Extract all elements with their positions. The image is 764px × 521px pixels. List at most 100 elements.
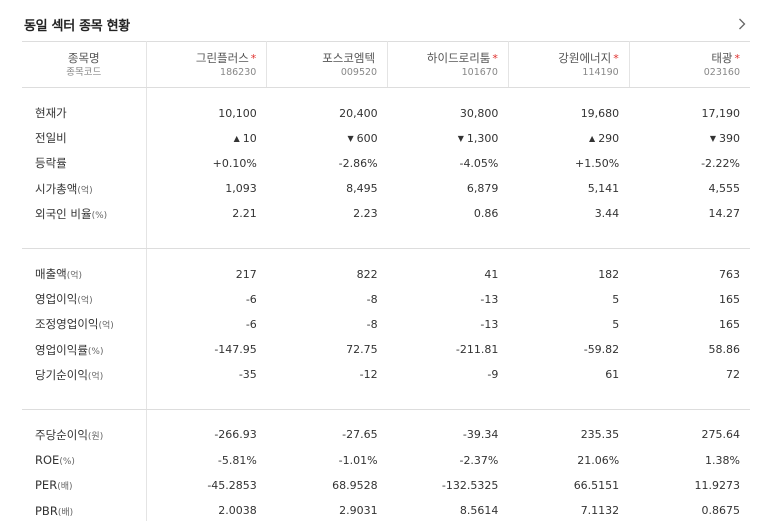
spacer-cell — [22, 387, 147, 410]
spacer-cell — [22, 248, 147, 262]
value-cell: -147.95 — [214, 343, 257, 357]
stock-name-link[interactable]: 그린플러스 — [195, 50, 249, 65]
spacer-cell — [266, 226, 388, 249]
change-value: 290 — [598, 131, 620, 145]
value-cell: 19,680 — [580, 106, 620, 120]
value-cell: 17,190 — [701, 106, 741, 120]
spacer-cell — [146, 226, 267, 249]
value-cell: 6,879 — [466, 182, 499, 196]
stock-code: 009520 — [340, 66, 378, 78]
table-row: 주당순이익(원) -266.93 -27.65 -39.34 235.35 275.64 — [22, 422, 750, 448]
table-row: 시가총액(억) 1,093 8,495 6,879 5,141 4,555 — [22, 176, 750, 202]
change-value: 390 — [719, 131, 740, 145]
value-cell: 66.5151 — [573, 478, 620, 492]
rate-value: -4.05% — [459, 156, 499, 170]
value-cell: 5 — [612, 317, 620, 331]
row-unit: (%) — [91, 210, 108, 221]
stock-name-wrap: 태광 * — [640, 51, 740, 66]
stock-header-3[interactable]: 강원에너지 * 114190 — [508, 41, 630, 88]
value-cell: -4.05% — [388, 151, 509, 176]
value-cell: -211.81 — [455, 343, 499, 357]
row-label: 현재가 — [22, 100, 147, 126]
value-cell: ▼ 390 — [629, 126, 750, 151]
row-unit: (배) — [57, 507, 74, 518]
row-label: 조정영업이익(억) — [22, 311, 147, 337]
value-cell: 1,093 — [225, 182, 257, 196]
stock-name-link[interactable]: 포스코엠텍 — [322, 50, 376, 65]
row-label-text: 시가총액 — [35, 181, 78, 196]
stock-name-link[interactable]: 태광 — [711, 50, 733, 65]
spacer-cell — [508, 248, 629, 261]
arrow-up-icon: ▲ — [233, 133, 240, 143]
stock-name-link[interactable]: 하이드로리툼 — [426, 50, 491, 65]
stock-header-4[interactable]: 태광 * 023160 — [629, 41, 750, 88]
value-cell: -2.37% — [459, 453, 499, 467]
value-cell: 217 — [235, 267, 257, 281]
value-cell: ▲ 10 — [146, 126, 267, 151]
stock-name-wrap: 하이드로리툼 * — [398, 51, 498, 66]
spacer-cell — [508, 409, 629, 422]
row-label-text: 현재가 — [35, 106, 67, 121]
value-cell: 21.06% — [577, 453, 620, 467]
row-label: 전일비 — [22, 125, 147, 151]
value-cell: 3.44 — [594, 207, 620, 221]
row-unit: (%) — [59, 457, 75, 468]
spacer-cell — [267, 409, 388, 422]
arrow-down-icon: ▼ — [457, 133, 464, 143]
row-unit: (억) — [87, 371, 104, 382]
spacer-cell — [146, 409, 267, 422]
row-unit: (원) — [87, 431, 104, 442]
row-unit: (배) — [57, 482, 73, 493]
spacer-cell — [22, 87, 147, 101]
row-label: ROE(%) — [22, 447, 147, 473]
spacer-cell — [387, 387, 509, 410]
table-row: 등락률 +0.10% -2.86% -4.05% +1.50% -2.22% — [22, 150, 750, 177]
spacer-cell — [267, 248, 388, 261]
table-row: 영업이익률(%) -147.95 72.75 -211.81 -59.82 58.86 — [22, 337, 750, 363]
spacer-cell — [267, 88, 388, 101]
table-row: 현재가 10,100 20,400 30,800 19,680 17,190 — [22, 100, 750, 126]
stock-code: 186230 — [220, 66, 257, 78]
value-cell: 5,141 — [587, 182, 620, 196]
row-label-text: 매출액 — [35, 267, 67, 282]
value-cell: -13 — [480, 317, 499, 331]
section-header: 동일 섹터 종목 현황 — [24, 12, 750, 36]
value-cell: 165 — [719, 317, 740, 331]
row-label-text: PER — [35, 478, 58, 493]
value-cell: -266.93 — [214, 428, 257, 442]
value-cell: -6 — [245, 317, 257, 331]
row-label-text: 영업이익 — [35, 292, 78, 307]
value-cell: -1.01% — [338, 453, 378, 467]
value-cell: -8 — [366, 292, 378, 306]
row-label: 당기순이익(억) — [22, 362, 147, 388]
arrow-up-icon: ▲ — [589, 133, 596, 143]
chevron-right-icon[interactable] — [734, 16, 750, 32]
header-label-cell: 종목명 종목코드 — [22, 41, 147, 88]
stock-name-link[interactable]: 강원에너지 — [558, 50, 612, 65]
value-cell: 68.9528 — [332, 478, 378, 492]
row-unit: (억) — [77, 296, 93, 307]
row-label: 영업이익(억) — [22, 286, 147, 312]
stock-header-2[interactable]: 하이드로리툼 * 101670 — [387, 41, 509, 88]
value-cell: 11.9273 — [694, 478, 741, 492]
value-cell: 0.8675 — [701, 504, 741, 518]
spacer-cell — [388, 248, 509, 261]
table-row: PER(배) -45.2853 68.9528 -132.5325 66.5151 11.… — [22, 472, 750, 498]
table-row: PBR(배) 2.0038 2.9031 8.5614 7.1132 0.8675 — [22, 497, 750, 521]
value-cell: -5.81% — [217, 453, 257, 467]
spacer-row — [22, 409, 750, 423]
stock-header-0[interactable]: 그린플러스 * 186230 — [146, 41, 268, 88]
spacer-cell — [388, 88, 509, 101]
row-unit: (억) — [77, 185, 93, 196]
table-row: 당기순이익(억) -35 -12 -9 61 72 — [22, 362, 750, 388]
value-cell: 763 — [719, 267, 740, 281]
value-cell: 2.23 — [353, 207, 378, 221]
value-cell: 72 — [726, 368, 740, 382]
value-cell: 822 — [356, 267, 378, 281]
spacer-cell — [387, 226, 509, 249]
row-label: 주당순이익(원) — [22, 422, 147, 448]
value-cell: 1.38% — [705, 453, 740, 467]
value-cell: ▲ 290 — [508, 126, 629, 151]
stock-header-1[interactable]: 포스코엠텍 009520 — [266, 41, 389, 88]
